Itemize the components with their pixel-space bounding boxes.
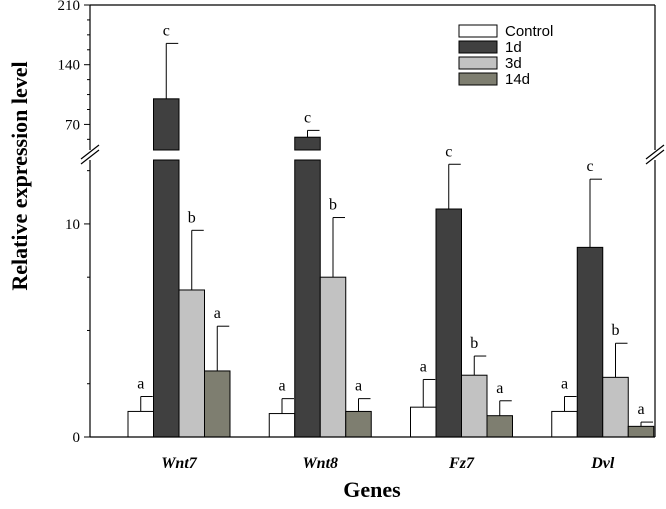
bar-3d-Wnt8	[319, 276, 347, 438]
bar-1d-Wnt7-lower	[153, 159, 180, 438]
x-axis-title: Genes	[343, 477, 401, 502]
bars-layer	[127, 98, 655, 438]
legend-swatch-1d	[458, 40, 498, 54]
bar-3d-Fz7	[461, 374, 488, 438]
legend-swatch-Control	[458, 24, 498, 38]
axis-break-mark	[645, 144, 665, 160]
bar-1d-Wnt7-upper	[153, 98, 180, 151]
significance-label: c	[163, 22, 170, 39]
y-tick-label: 70	[65, 117, 80, 133]
bar-1d-Dvl	[576, 246, 604, 438]
significance-label: a	[561, 376, 568, 393]
significance-label: b	[188, 209, 196, 226]
significance-label: a	[137, 376, 144, 393]
error-bars-layer	[140, 42, 653, 427]
bar-3d-Wnt7	[178, 289, 205, 438]
y-axis-title: Relative expression level	[7, 61, 32, 290]
significance-label: a	[420, 358, 427, 375]
legend-label-14d: 14d	[505, 71, 530, 88]
bar-14d-Dvl	[627, 425, 655, 438]
axis-break-mark	[80, 149, 100, 165]
bar-14d-Wnt8	[345, 410, 372, 438]
axes-layer: Wnt7 Wnt8 Fz7 Dvl 0 10 70 140 210	[58, 0, 665, 472]
axis-break-mark	[645, 149, 665, 165]
significance-label: c	[586, 158, 593, 175]
legend-label-3d: 3d	[505, 55, 522, 72]
y-tick-label: 0	[73, 430, 81, 446]
y-tick-label: 10	[65, 217, 80, 233]
bar-3d-Dvl	[602, 376, 629, 438]
legend-swatch-14d	[458, 72, 498, 86]
significance-label: c	[445, 143, 452, 160]
bar-Control-Dvl	[551, 410, 578, 438]
x-tick-label-Wnt7: Wnt7	[161, 455, 198, 472]
legend-swatch-3d	[458, 56, 498, 70]
significance-label: a	[355, 378, 362, 395]
x-tick-label-Fz7: Fz7	[448, 455, 475, 472]
significance-label: a	[278, 378, 285, 395]
bar-1d-Wnt8-upper	[294, 136, 321, 151]
significance-label: b	[612, 322, 620, 339]
significance-labels-layer: a c b a a c b a a c b a a c b a	[137, 22, 644, 418]
bar-14d-Wnt7	[204, 370, 231, 438]
y-tick-label: 210	[58, 0, 81, 14]
x-tick-label-Wnt8: Wnt8	[302, 455, 338, 472]
bar-Control-Wnt7	[127, 410, 154, 438]
bar-Control-Fz7	[410, 406, 437, 438]
significance-label: c	[304, 109, 311, 126]
x-tick-label-Dvl: Dvl	[590, 455, 615, 472]
y-tick-label: 140	[58, 58, 81, 74]
axis-break-mark	[80, 144, 100, 160]
legend-label-1d: 1d	[505, 39, 522, 56]
significance-label: a	[637, 401, 644, 418]
significance-label: b	[329, 197, 337, 214]
significance-label: a	[214, 305, 221, 322]
bar-1d-Fz7	[435, 208, 462, 438]
significance-label: a	[496, 380, 503, 397]
legend-label-Control: Control	[505, 23, 553, 40]
significance-label: b	[470, 335, 478, 352]
bar-1d-Wnt8-lower	[294, 159, 321, 438]
bar-14d-Fz7	[486, 415, 513, 438]
bar-Control-Wnt8	[268, 413, 296, 438]
